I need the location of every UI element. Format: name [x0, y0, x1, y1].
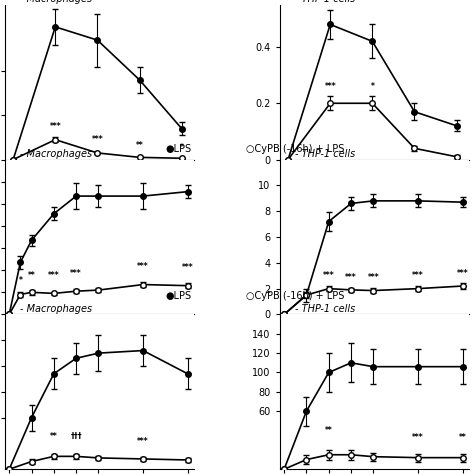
X-axis label: Time (h): Time (h)	[79, 184, 120, 194]
Text: ***: ***	[457, 269, 468, 278]
Text: **: **	[50, 432, 58, 441]
Text: ○CyPB (-16h) + LPS: ○CyPB (-16h) + LPS	[246, 291, 345, 301]
Text: ***: ***	[323, 271, 335, 280]
Text: ●LPS: ●LPS	[166, 291, 192, 301]
Text: ***: ***	[70, 269, 82, 278]
Text: *: *	[370, 82, 374, 91]
Text: ***: ***	[49, 122, 61, 131]
Text: ***: ***	[324, 82, 336, 91]
Text: - THP-1 cells: - THP-1 cells	[295, 0, 355, 4]
Text: ***: ***	[137, 262, 149, 271]
Text: - Macrophages: - Macrophages	[20, 304, 92, 314]
Text: - Macrophages: - Macrophages	[20, 149, 92, 159]
X-axis label: Time (h): Time (h)	[79, 339, 120, 349]
Text: **: **	[459, 433, 466, 442]
Text: ***: ***	[345, 273, 357, 282]
Text: ***: ***	[412, 271, 424, 280]
Text: **: **	[325, 427, 333, 436]
Text: ***: ***	[137, 437, 149, 446]
Text: ●LPS: ●LPS	[166, 144, 192, 155]
Text: ***: ***	[182, 264, 193, 273]
Text: *: *	[18, 275, 22, 284]
Text: **: **	[136, 141, 144, 150]
Text: ***: ***	[48, 271, 60, 280]
Text: - THP-1 cells: - THP-1 cells	[295, 149, 355, 159]
Text: *: *	[180, 143, 183, 152]
Text: †††: †††	[70, 432, 82, 441]
Text: ***: ***	[412, 433, 424, 442]
X-axis label: Time (h): Time (h)	[354, 184, 395, 194]
Text: ○CyPB (-16h) + LPS: ○CyPB (-16h) + LPS	[246, 144, 345, 155]
Text: - Macrophages: - Macrophages	[20, 0, 92, 4]
Text: ***: ***	[367, 273, 379, 282]
Text: - THP-1 cells: - THP-1 cells	[295, 304, 355, 314]
Text: **: **	[27, 271, 36, 280]
Text: ***: ***	[91, 135, 103, 144]
X-axis label: Time (h): Time (h)	[354, 339, 395, 349]
